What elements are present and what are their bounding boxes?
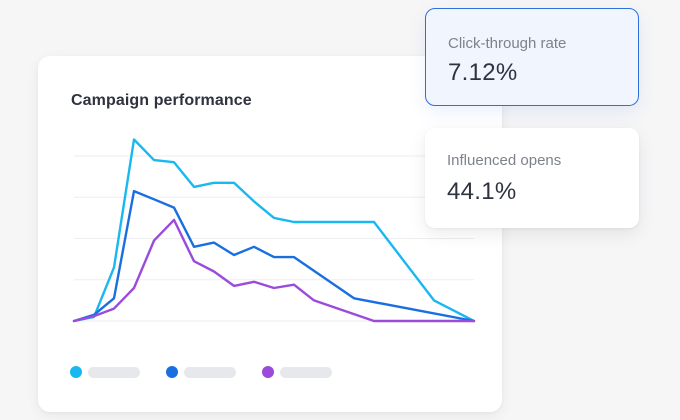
stat-value: 44.1% — [447, 178, 517, 205]
series-line-2 — [72, 189, 476, 323]
legend-item-series-1[interactable] — [70, 366, 140, 378]
click-through-rate-card[interactable]: Click-through rate 7.12% — [425, 8, 639, 106]
card-title: Campaign performance — [71, 92, 252, 109]
stat-label: Influenced opens — [447, 152, 562, 169]
legend-dot-series-1 — [70, 366, 82, 378]
legend-item-series-2[interactable] — [166, 366, 236, 378]
chart-legend — [70, 366, 358, 378]
legend-label-placeholder — [280, 366, 332, 378]
legend-dot-series-3 — [262, 366, 274, 378]
influenced-opens-card[interactable]: Influenced opens 44.1% — [425, 128, 639, 228]
stat-label: Click-through rate — [448, 35, 567, 52]
stat-value: 7.12% — [448, 59, 518, 86]
legend-dot-series-2 — [166, 366, 178, 378]
line-chart — [72, 138, 476, 323]
series-line-1 — [72, 138, 476, 323]
legend-label-placeholder — [184, 366, 236, 378]
legend-label-placeholder — [88, 366, 140, 378]
series-line-3 — [72, 218, 476, 323]
campaign-performance-card: Campaign performance — [38, 56, 502, 412]
legend-item-series-3[interactable] — [262, 366, 332, 378]
